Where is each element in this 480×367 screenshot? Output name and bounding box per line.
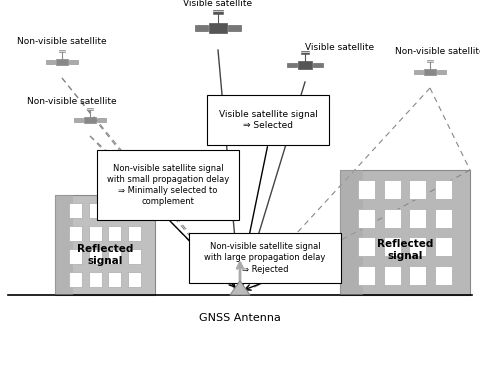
Bar [340, 170, 470, 295]
Bar [86, 108, 93, 110]
Bar [384, 237, 401, 257]
Bar [340, 170, 363, 295]
Bar [55, 195, 73, 295]
Text: Non-visible satellite signal
with small propagation delay
⇒ Minimally selected t: Non-visible satellite signal with small … [107, 164, 229, 206]
Bar [287, 62, 297, 68]
Bar [358, 180, 375, 199]
Text: Visible satellite signal
⇒ Selected: Visible satellite signal ⇒ Selected [218, 110, 317, 130]
Bar [358, 266, 375, 285]
Bar [384, 180, 401, 199]
Text: Non-visible satellite: Non-visible satellite [17, 37, 107, 46]
Bar [409, 237, 426, 257]
Bar [89, 203, 102, 218]
Bar [384, 208, 401, 228]
Bar [89, 226, 102, 241]
Bar [228, 25, 241, 31]
Text: Diffracted signal: Diffracted signal [105, 193, 180, 203]
Bar [301, 51, 309, 54]
Bar [427, 60, 433, 62]
Bar [89, 249, 102, 264]
Bar [437, 70, 445, 74]
Bar [213, 10, 223, 14]
Bar [69, 203, 82, 218]
Bar [108, 272, 121, 287]
Polygon shape [230, 281, 250, 295]
Text: Non-visible satellite: Non-visible satellite [395, 47, 480, 56]
Bar [108, 226, 121, 241]
Bar [128, 272, 141, 287]
Bar [59, 50, 65, 52]
Bar [47, 60, 55, 64]
Bar [194, 25, 208, 31]
Bar [128, 203, 141, 218]
Bar [69, 272, 82, 287]
Bar [74, 118, 84, 122]
Text: Reflected
signal: Reflected signal [77, 244, 133, 266]
Bar [298, 61, 312, 69]
Bar [89, 272, 102, 287]
Bar [435, 237, 452, 257]
Bar [358, 237, 375, 257]
Bar [69, 226, 82, 241]
Bar [209, 23, 227, 33]
Text: Visible satellite: Visible satellite [183, 0, 252, 8]
Bar [56, 59, 68, 65]
Bar [414, 70, 423, 74]
Bar [108, 203, 121, 218]
Bar [69, 60, 78, 64]
FancyBboxPatch shape [207, 95, 329, 145]
Bar [108, 249, 121, 264]
Text: Non-visible satellite signal
with large propagation delay
⇒ Rejected: Non-visible satellite signal with large … [204, 242, 326, 274]
Text: GNSS Antenna: GNSS Antenna [199, 313, 281, 323]
Bar [84, 117, 96, 123]
Bar [435, 266, 452, 285]
Bar [358, 208, 375, 228]
Bar [69, 249, 82, 264]
Bar [384, 266, 401, 285]
Bar [435, 180, 452, 199]
Bar [128, 226, 141, 241]
Bar [55, 195, 155, 295]
Bar [435, 208, 452, 228]
Bar [409, 208, 426, 228]
Bar [96, 118, 106, 122]
Text: Reflected
signal: Reflected signal [377, 239, 433, 261]
Text: Non-visible satellite: Non-visible satellite [27, 97, 117, 106]
Bar [312, 62, 323, 68]
Bar [409, 266, 426, 285]
FancyBboxPatch shape [189, 233, 341, 283]
FancyBboxPatch shape [97, 150, 239, 220]
Bar [409, 180, 426, 199]
Bar [424, 69, 436, 75]
Bar [128, 249, 141, 264]
Text: Visible satellite: Visible satellite [305, 43, 374, 52]
